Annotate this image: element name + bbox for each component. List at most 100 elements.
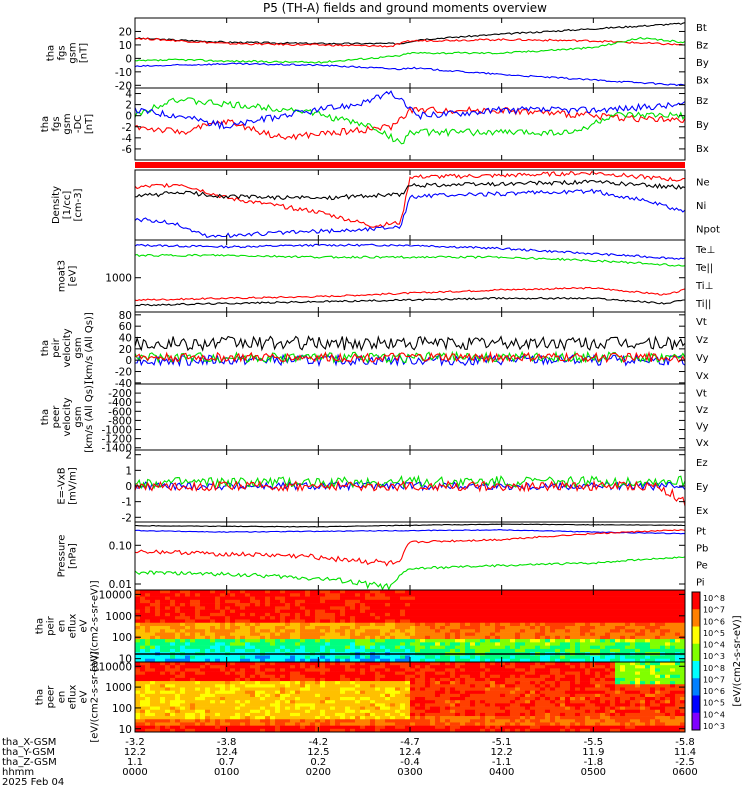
spectrogram-cell — [645, 593, 651, 597]
spectrogram-cell — [150, 665, 156, 669]
spectrogram-cell — [290, 674, 296, 679]
spectrogram-cell — [420, 671, 426, 676]
spectrogram-cell — [620, 593, 626, 597]
spectrogram-cell — [225, 635, 231, 640]
spectrogram-cell — [300, 700, 306, 704]
spectrogram-cell — [170, 674, 176, 679]
spectrogram-cell — [150, 655, 156, 660]
spectrogram-cell — [145, 687, 151, 691]
spectrogram-cell — [240, 655, 246, 660]
spectrogram-cell — [365, 632, 371, 637]
spectrogram-cell — [375, 642, 381, 646]
spectrogram-cell — [475, 677, 481, 682]
spectrogram-cell — [350, 681, 356, 685]
spectrogram-cell — [295, 622, 301, 627]
spectrogram-cell — [610, 632, 616, 637]
spectrogram-cell — [260, 700, 266, 704]
spectrogram-cell — [390, 629, 396, 633]
spectrogram-cell — [145, 684, 151, 688]
spectrogram-cell — [180, 642, 186, 646]
spectrogram-cell — [620, 590, 626, 594]
spectrogram-cell — [140, 719, 146, 723]
spectrogram-cell — [215, 639, 221, 643]
spectrogram-cell — [480, 665, 486, 669]
spectrogram-cell — [545, 642, 551, 646]
spectrogram-cell — [175, 599, 181, 604]
spectrogram-cell — [155, 665, 161, 669]
y-axis-label: eV — [79, 619, 90, 632]
spectrogram-cell — [390, 639, 396, 643]
spectrogram-cell — [230, 668, 236, 672]
spectrogram-cell — [170, 622, 176, 627]
spectrogram-cell — [300, 716, 306, 720]
spectrogram-cell — [245, 677, 251, 682]
spectrogram-cell — [490, 593, 496, 597]
spectrogram-cell — [395, 626, 401, 630]
spectrogram-cell — [440, 596, 446, 601]
spectrogram-cell — [665, 635, 671, 640]
spectrogram-cell — [255, 687, 261, 691]
spectrogram-cell — [340, 712, 346, 717]
spectrogram-cell — [275, 719, 281, 723]
spectrogram-cell — [450, 622, 456, 627]
spectrogram-cell — [265, 716, 271, 720]
spectrogram-cell — [585, 632, 591, 637]
spectrogram-cell — [235, 606, 241, 610]
spectrogram-cell — [270, 662, 276, 666]
spectrogram-cell — [585, 684, 591, 688]
spectrogram-cell — [615, 645, 621, 650]
spectrogram-cell — [520, 684, 526, 688]
spectrogram-cell — [285, 706, 291, 711]
spectrogram-cell — [545, 629, 551, 633]
spectrogram-cell — [665, 593, 671, 597]
spectrogram-cell — [420, 635, 426, 640]
spectrogram-cell — [450, 725, 456, 730]
spectrogram-cell — [650, 590, 656, 594]
spectrogram-cell — [445, 655, 451, 660]
spectrogram-cell — [625, 619, 631, 624]
spectrogram-cell — [310, 612, 316, 617]
spectrogram-cell — [135, 671, 141, 676]
spectrogram-cell — [495, 609, 501, 614]
spectrogram-cell — [575, 629, 581, 633]
spectrogram-cell — [205, 728, 211, 733]
spectrogram-cell — [295, 712, 301, 717]
spectrogram-cell — [225, 622, 231, 627]
spectrogram-cell — [355, 684, 361, 688]
spectrogram-cell — [410, 662, 416, 666]
spectrogram-cell — [500, 645, 506, 650]
spectrogram-cell — [140, 609, 146, 614]
spectrogram-cell — [670, 645, 676, 650]
y-tick-label: -200 — [108, 388, 132, 400]
spectrogram-cell — [335, 684, 341, 688]
spectrogram-cell — [425, 725, 431, 730]
spectrogram-cell — [660, 622, 666, 627]
spectrogram-cell — [320, 606, 326, 610]
spectrogram-cell — [325, 632, 331, 637]
spectrogram-cell — [535, 648, 541, 653]
spectrogram-cell — [340, 674, 346, 679]
spectrogram-cell — [440, 635, 446, 640]
spectrogram-cell — [190, 632, 196, 637]
spectrogram-cell — [325, 674, 331, 679]
spectrogram-cell — [410, 606, 416, 610]
y-tick-label: -800 — [108, 415, 132, 427]
spectrogram-cell — [450, 642, 456, 646]
spectrogram-cell — [260, 671, 266, 676]
spectrogram-cell — [590, 626, 596, 630]
spectrogram-cell — [615, 662, 621, 666]
spectrogram-cell — [475, 693, 481, 698]
spectrogram-cell — [205, 593, 211, 597]
spectrogram-cell — [170, 725, 176, 730]
spectrogram-cell — [210, 728, 216, 733]
spectrogram-cell — [595, 712, 601, 717]
spectrogram-cell — [250, 622, 256, 627]
spectrogram-cell — [455, 671, 461, 676]
spectrogram-cell — [510, 632, 516, 637]
spectrogram-cell — [450, 716, 456, 720]
spectrogram-cell — [545, 626, 551, 630]
spectrogram-cell — [540, 684, 546, 688]
spectrogram-cell — [520, 709, 526, 714]
spectrogram-cell — [335, 645, 341, 650]
spectrogram-cell — [520, 629, 526, 633]
